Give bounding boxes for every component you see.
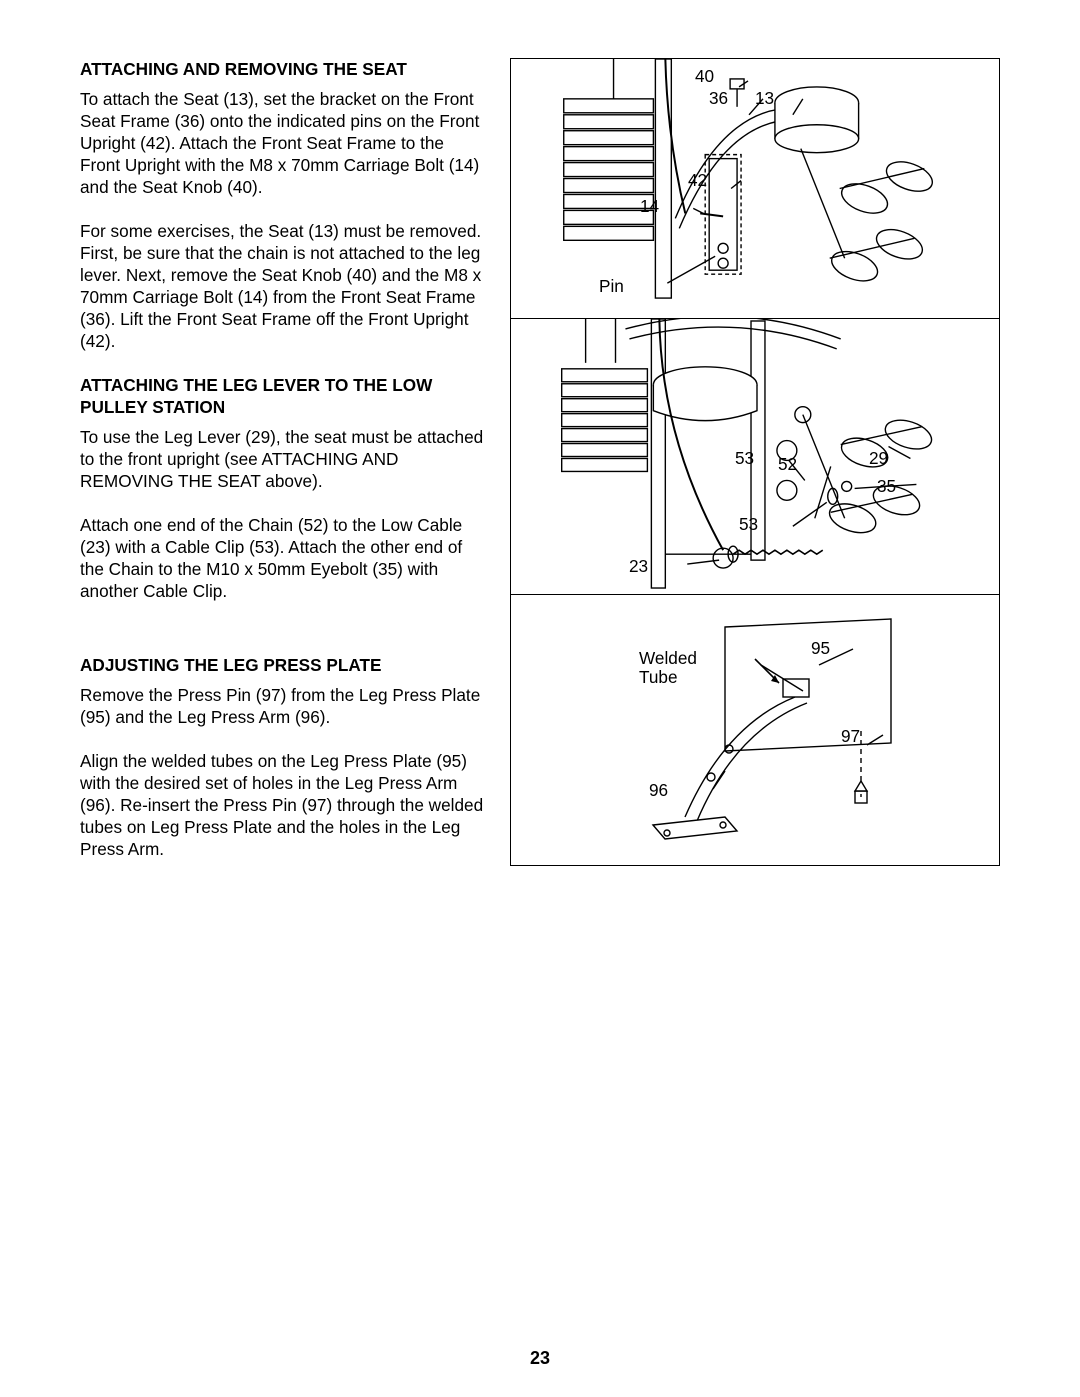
para-seat-1: To attach the Seat (13), set the bracket… xyxy=(80,88,484,198)
diagram-column: 40 36 13 42 14 Pin xyxy=(510,58,1000,866)
para-leg-2: Attach one end of the Chain (52) to the … xyxy=(80,514,484,602)
para-leg-1: To use the Leg Lever (29), the seat must… xyxy=(80,426,484,492)
heading-seat: ATTACHING AND REMOVING THE SEAT xyxy=(80,58,484,80)
callout-29: 29 xyxy=(869,449,888,468)
callout-95: 95 xyxy=(811,639,830,658)
callout-welded-tube: Welded Tube xyxy=(639,649,697,687)
diagram-panel-leg-lever: 53 52 29 35 53 23 xyxy=(511,319,999,595)
callout-36: 36 xyxy=(709,89,728,108)
leg-lever-diagram-svg xyxy=(511,319,999,594)
diagram-panel-press-plate: Welded Tube 95 97 96 xyxy=(511,595,999,865)
callout-13: 13 xyxy=(755,89,774,108)
heading-leg-lever: ATTACHING THE LEG LEVER TO THE LOW PULLE… xyxy=(80,374,484,418)
callout-40: 40 xyxy=(695,67,714,86)
press-plate-diagram-svg xyxy=(511,595,999,865)
diagram-panel-seat: 40 36 13 42 14 Pin xyxy=(511,59,999,319)
callout-53a: 53 xyxy=(735,449,754,468)
callout-35: 35 xyxy=(877,477,896,496)
heading-press-plate: ADJUSTING THE LEG PRESS PLATE xyxy=(80,654,484,676)
para-press-1: Remove the Press Pin (97) from the Leg P… xyxy=(80,684,484,728)
callout-52: 52 xyxy=(778,455,797,474)
callout-14: 14 xyxy=(640,197,659,216)
instruction-text-column: ATTACHING AND REMOVING THE SEAT To attac… xyxy=(80,58,484,1298)
para-seat-2: For some exercises, the Seat (13) must b… xyxy=(80,220,484,352)
callout-53b: 53 xyxy=(739,515,758,534)
callout-42: 42 xyxy=(688,171,707,190)
page-number: 23 xyxy=(0,1348,1080,1369)
para-press-2: Align the welded tubes on the Leg Press … xyxy=(80,750,484,860)
callout-97: 97 xyxy=(841,727,860,746)
callout-pin: Pin xyxy=(599,277,624,296)
callout-23: 23 xyxy=(629,557,648,576)
callout-96: 96 xyxy=(649,781,668,800)
